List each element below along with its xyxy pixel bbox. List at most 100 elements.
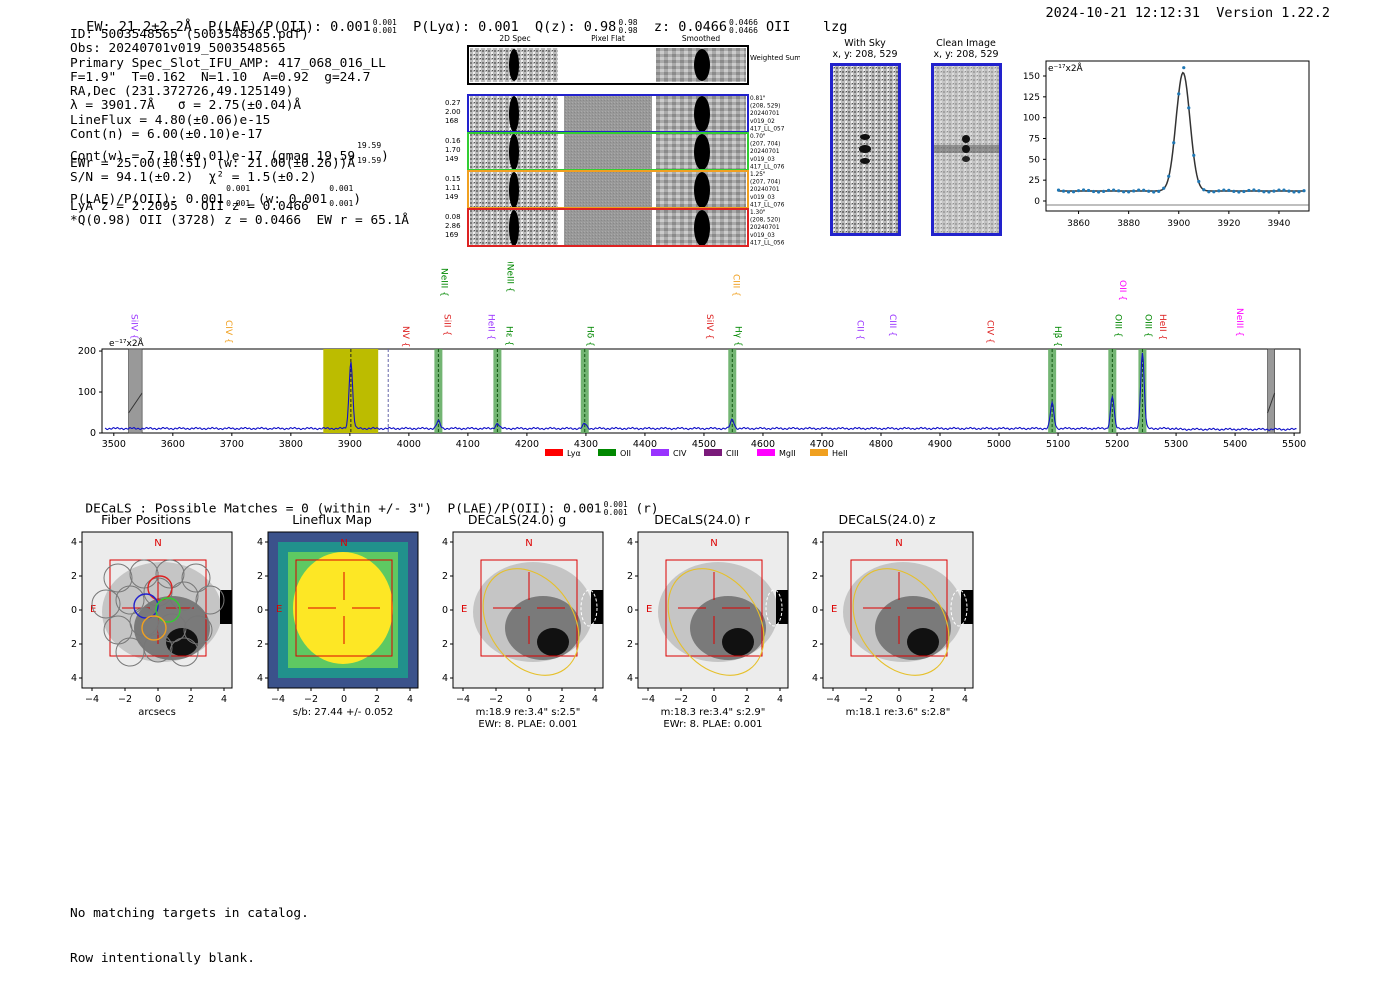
fit-point [1272,189,1276,193]
fit-point [1187,106,1191,110]
row-meta: 20240701 [750,149,780,155]
fit-point [1192,153,1196,157]
row-stat: 149 [445,155,458,163]
lambda-line: λ = 3901.7Å σ = 2.75(±0.04)Å [70,98,302,114]
fit-point [1287,189,1291,193]
spectral-line-label: SiIV { [704,314,714,340]
decals-xtick: 2 [559,694,565,705]
spec-xtick: 5200 [1105,439,1129,450]
spectral-line-label: OIII { [1142,314,1152,338]
footer-line2: Row intentionally blank. [70,951,255,966]
fit-ytick: 75 [1029,135,1040,145]
decals-xtick: −2 [489,694,503,705]
spectral-line-label: NeIII { [1234,308,1244,337]
fit-point [1162,186,1166,190]
spec-xtick: 4800 [869,439,893,450]
spec-xtick: 3800 [279,439,303,450]
decals-ytick: −2 [811,639,818,650]
east-label: E [276,604,282,615]
fit-point [1247,188,1251,193]
row-meta: 20240701 [750,225,780,231]
decals-xtick: −2 [674,694,688,705]
decals-xtick: 4 [962,694,968,705]
fit-point [1252,188,1256,192]
row-meta: (208, 520) [750,218,780,224]
fit-point [1137,188,1141,192]
svg-text:CIV: CIV [673,449,687,458]
row-meta: 0.70" [750,134,766,140]
row-meta: 20240701 [750,111,780,117]
detection-info: ID: 5003548565 (5003548565.pdf) Obs: 202… [70,27,409,228]
decals-ytick: −4 [626,673,633,684]
fit-point [1227,188,1231,192]
decals-panel-title: DECaLS(24.0) g [467,512,567,527]
decals-xtick: 2 [744,694,750,705]
spectral-line-label: Hγ { [732,326,742,347]
fit-point [1081,188,1086,192]
fit-point [1167,174,1171,178]
fit-point [1217,189,1221,193]
decals-xtick: −4 [456,694,470,705]
fit-point [1102,189,1106,193]
decals-xtick: 2 [929,694,935,705]
decals-caption: m:18.1 re:3.6" s:2.8" [846,707,951,718]
east-label: E [646,604,652,615]
spec-xtick: 5000 [987,439,1011,450]
decals-xtick: 0 [155,694,161,705]
fit-point [1097,190,1101,194]
north-label: N [340,538,347,549]
decals-caption: m:18.9 re:3.4" s:2.5" [476,707,581,718]
fit-point [1056,188,1061,192]
fit-point [1282,188,1286,192]
decals-panel-title: DECaLS(24.0) z [838,512,936,527]
fit-ytick: 0 [1034,197,1040,207]
decals-caption: m:18.3 re:3.4" s:2.9" [661,707,766,718]
decals-xtick: 4 [407,694,413,705]
col-2dspec: 2D Spec [499,34,530,43]
decals-ytick: −2 [626,639,633,650]
decals-ytick: 2 [627,571,633,582]
fit-point [1152,190,1156,194]
fit-point [1277,188,1281,192]
decals-ytick: −2 [441,639,448,650]
decals-xtick: −2 [304,694,318,705]
fit-point [1172,141,1176,145]
spec-xtick: 4500 [692,439,716,450]
fit-point [1112,188,1116,192]
row-meta: 1.25" [750,172,766,178]
decals-xtick: −4 [271,694,285,705]
north-label: N [895,538,902,549]
full-spectrum: SiIV {CIV {NV {SiII {HeII {Hε {NeIII {(H… [78,262,1306,458]
row-meta: v019_02 [750,119,775,125]
row-stat: 1.11 [445,184,461,192]
spectral-line-label: CIV { [984,320,994,344]
decals-ytick: 2 [257,571,263,582]
spec-xtick: 5100 [1046,439,1070,450]
row-meta: 417_LL_057 [750,126,785,132]
decals-ytick: −4 [256,673,263,684]
obs-line: Obs: 20240701v019_5003548565 [70,41,286,57]
row-stat: 2.86 [445,222,461,230]
fit-xtick: 3940 [1267,219,1290,229]
line-fit-plot: e⁻¹⁷x2Å 150 125 100 75 50 25 0 3860 3880 3900 392… [1023,60,1310,229]
fit-point [1297,190,1301,194]
contn-line: Cont(n) = 6.00(±0.10)e-17 [70,127,263,143]
decals-ytick: −2 [256,639,263,650]
row-meta: v019_03 [750,157,775,163]
spectral-cutouts: 2D Spec Pixel Flat Smoothed Weighted Sum… [445,34,800,247]
spec-xtick: 3600 [161,439,185,450]
spec-xtick: 3900 [338,439,362,450]
fit-point [1302,189,1306,193]
fit-ytick: 50 [1029,155,1041,165]
row-meta: 20240701 [750,187,780,193]
decals-ytick: 2 [812,571,818,582]
fit-point [1212,190,1216,194]
fit-point [1197,179,1201,184]
footer-line1: No matching targets in catalog. [70,906,309,921]
spectral-line-label: CIII { [731,274,741,297]
